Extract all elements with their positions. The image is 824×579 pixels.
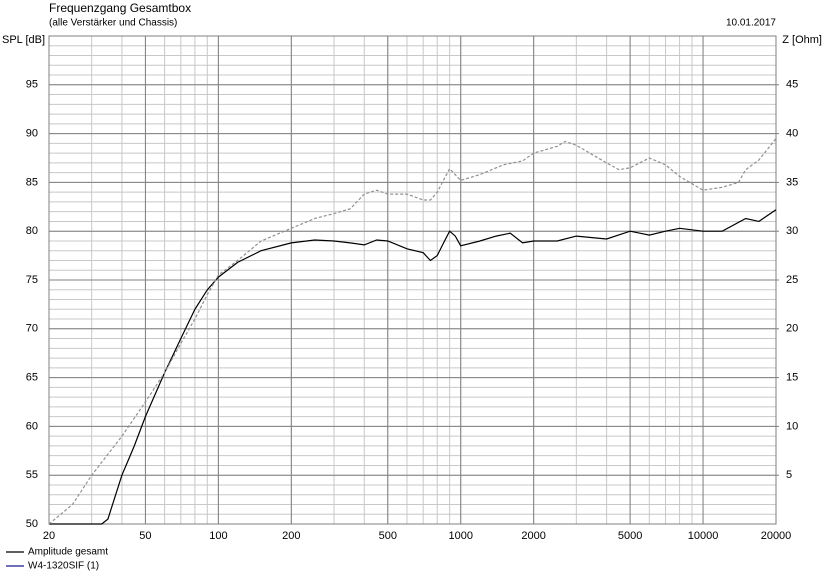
y-tick-label: 50 bbox=[26, 518, 38, 530]
legend-label: W4-1320SIF (1) bbox=[28, 561, 99, 572]
x-tick-label: 20 bbox=[43, 530, 55, 542]
x-tick-label: 10000 bbox=[688, 530, 719, 542]
chart-date: 10.01.2017 bbox=[726, 18, 776, 29]
x-tick-label: 20000 bbox=[761, 530, 792, 542]
y2-tick-label: 45 bbox=[786, 79, 798, 91]
x-tick-label: 50 bbox=[139, 530, 151, 542]
y2-tick-label: 5 bbox=[786, 469, 792, 481]
y-tick-label: 60 bbox=[26, 420, 38, 432]
y2-tick-label: 15 bbox=[786, 372, 798, 384]
legend-label: Amplitude gesamt bbox=[28, 547, 108, 558]
y-tick-label: 75 bbox=[26, 274, 38, 286]
y2-tick-label: 10 bbox=[786, 420, 798, 432]
y-axis-label: SPL [dB] bbox=[2, 34, 45, 46]
y2-tick-label: 35 bbox=[786, 176, 798, 188]
x-tick-label: 2000 bbox=[521, 530, 545, 542]
y2-axis-label: Z [Ohm] bbox=[782, 34, 822, 46]
series-line bbox=[48, 138, 777, 525]
series-line bbox=[49, 209, 777, 525]
x-tick-label: 1000 bbox=[448, 530, 472, 542]
x-tick-label: 5000 bbox=[618, 530, 642, 542]
y2-tick-label: 30 bbox=[786, 225, 798, 237]
y-tick-label: 70 bbox=[26, 323, 38, 335]
y2-tick-label: 20 bbox=[786, 323, 798, 335]
y2-tick-label: 40 bbox=[786, 128, 798, 140]
y-tick-label: 85 bbox=[26, 176, 38, 188]
y2-tick-label: 25 bbox=[786, 274, 798, 286]
y-tick-label: 80 bbox=[26, 225, 38, 237]
y-tick-label: 65 bbox=[26, 372, 38, 384]
chart-title: Frequenzgang Gesamtbox bbox=[49, 1, 191, 15]
x-tick-label: 500 bbox=[379, 530, 397, 542]
y-tick-label: 90 bbox=[26, 128, 38, 140]
chart-subtitle: (alle Verstärker und Chassis) bbox=[49, 18, 177, 29]
x-tick-label: 200 bbox=[282, 530, 300, 542]
x-tick-label: 100 bbox=[209, 530, 227, 542]
y-tick-label: 95 bbox=[26, 79, 38, 91]
y-tick-label: 55 bbox=[26, 469, 38, 481]
